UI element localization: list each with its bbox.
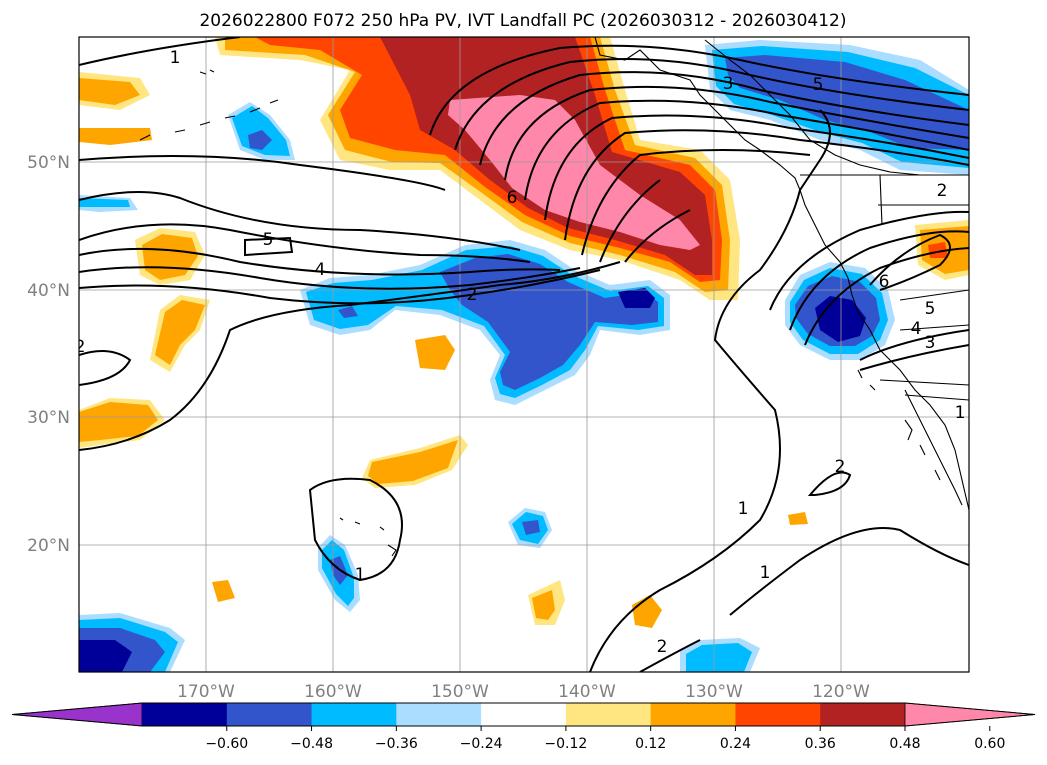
mid-blue-navy bbox=[618, 288, 655, 308]
lat-label-40n: 40°N bbox=[27, 281, 70, 301]
colorbar-segment bbox=[650, 703, 736, 726]
colorbar-segment bbox=[481, 703, 567, 726]
colorbar-tick-label: 0.12 bbox=[635, 736, 666, 752]
west-blob-orange-1b bbox=[79, 78, 140, 105]
hawaii-blue-royal bbox=[330, 556, 348, 585]
contour-label: 5 bbox=[813, 75, 824, 95]
contour-label: 4 bbox=[911, 319, 922, 339]
contour-label: 5 bbox=[925, 299, 936, 319]
colorbar-segment bbox=[735, 703, 821, 726]
colorbar: −0.60 −0.48 −0.36 −0.24 −0.12 0.12 0.24 0.36 0.4… bbox=[11, 702, 1036, 752]
colorbar-tick-label: 0.60 bbox=[974, 736, 1005, 752]
mid-blob-orange-1 bbox=[415, 335, 455, 370]
latitude-labels: 50°N 40°N 30°N 20°N bbox=[27, 153, 70, 556]
lat-label-30n: 30°N bbox=[27, 408, 70, 428]
south-blob-orange-4 bbox=[788, 512, 808, 525]
sw-blue-navy bbox=[79, 640, 132, 672]
contour-label: 1 bbox=[170, 48, 181, 68]
lon-label-140w: 140°W bbox=[558, 682, 616, 702]
lat-label-50n: 50°N bbox=[27, 153, 70, 173]
map-frame bbox=[78, 36, 970, 673]
lon-label-160w: 160°W bbox=[304, 682, 362, 702]
se-blue-royal bbox=[522, 520, 540, 535]
nw-blue-royal bbox=[248, 130, 272, 150]
contour-label: 1 bbox=[738, 499, 749, 519]
contour-label: 6 bbox=[879, 272, 890, 292]
colorbar-frame bbox=[11, 702, 1036, 727]
lat-label-20n: 20°N bbox=[27, 536, 70, 556]
colorbar-tick-label: −0.12 bbox=[544, 736, 587, 752]
longitude-labels: 170°W 160°W 150°W 140°W 130°W 120°W bbox=[177, 682, 870, 702]
colorbar-extend-high bbox=[904, 702, 1036, 727]
east-blob-red bbox=[928, 242, 948, 258]
map-plot-area: 1 3 5 6 5 4 2 2 1 6 5 4 3 2 1 1 2 1 2 bbox=[75, 37, 969, 672]
ne-blue-royal bbox=[725, 55, 969, 150]
gridlines bbox=[79, 37, 969, 672]
south-blob-orange-1 bbox=[212, 580, 235, 602]
colorbar-extend-low bbox=[11, 702, 143, 727]
ivt-contours bbox=[79, 37, 969, 672]
lon-label-130w: 130°W bbox=[685, 682, 743, 702]
mid-blue-royal-2 bbox=[338, 306, 358, 318]
colorbar-segment bbox=[226, 703, 313, 726]
lon-label-150w: 150°W bbox=[431, 682, 489, 702]
colorbar-tick-label: 0.48 bbox=[889, 736, 920, 752]
west-blob-orange-4b bbox=[155, 300, 205, 365]
contour-label: 3 bbox=[723, 74, 734, 94]
west-blob-orange-2 bbox=[79, 128, 152, 145]
colorbar-tick-label: 0.24 bbox=[720, 736, 751, 752]
colorbar-tick-label: −0.36 bbox=[375, 736, 418, 752]
coastlines bbox=[139, 37, 969, 557]
contour-label: 1 bbox=[955, 403, 966, 423]
colorbar-segment bbox=[396, 703, 482, 726]
contour-label: 2 bbox=[937, 181, 948, 201]
colorbar-tick-label: 0.36 bbox=[805, 736, 836, 752]
contour-label: 6 bbox=[507, 188, 518, 208]
colorbar-segment bbox=[820, 703, 906, 726]
mid-blue-royal bbox=[440, 254, 658, 390]
contour-label: 1 bbox=[355, 565, 366, 585]
contour-label: 2 bbox=[657, 637, 668, 657]
contour-label: 2 bbox=[835, 457, 846, 477]
contour-labels: 1 3 5 6 5 4 2 2 1 6 5 4 3 2 1 1 2 1 2 bbox=[75, 48, 966, 657]
west-blob-orange-5b bbox=[79, 402, 158, 442]
positive-anomaly-fill bbox=[79, 37, 969, 628]
mid-blue-cyan bbox=[306, 246, 664, 398]
contour-label: 2 bbox=[467, 285, 478, 305]
negative-anomaly-fill bbox=[79, 40, 969, 672]
ridge-pink bbox=[448, 95, 700, 250]
lon-label-170w: 170°W bbox=[177, 682, 235, 702]
lon-label-120w: 120°W bbox=[812, 682, 870, 702]
s-blue-cyan bbox=[686, 643, 752, 672]
colorbar-segment bbox=[142, 703, 228, 726]
contour-label: 2 bbox=[75, 337, 86, 357]
colorbar-segment bbox=[565, 703, 652, 726]
contour-label: 4 bbox=[315, 260, 326, 280]
contour-label: 1 bbox=[760, 563, 771, 583]
colorbar-tick-label: −0.60 bbox=[205, 736, 248, 752]
colorbar-tick-label: −0.24 bbox=[460, 736, 503, 752]
colorbar-tick-label: −0.48 bbox=[290, 736, 333, 752]
colorbar-segment bbox=[311, 703, 397, 726]
south-blob-orange-2b bbox=[532, 590, 555, 620]
figure-title: 2026022800 F072 250 hPa PV, IVT Landfall… bbox=[199, 11, 846, 31]
contour-label: 5 bbox=[263, 230, 274, 250]
mid-blob-orange-2b bbox=[368, 440, 458, 484]
contour-label: 3 bbox=[925, 333, 936, 353]
w-blue-cyan bbox=[79, 198, 130, 207]
